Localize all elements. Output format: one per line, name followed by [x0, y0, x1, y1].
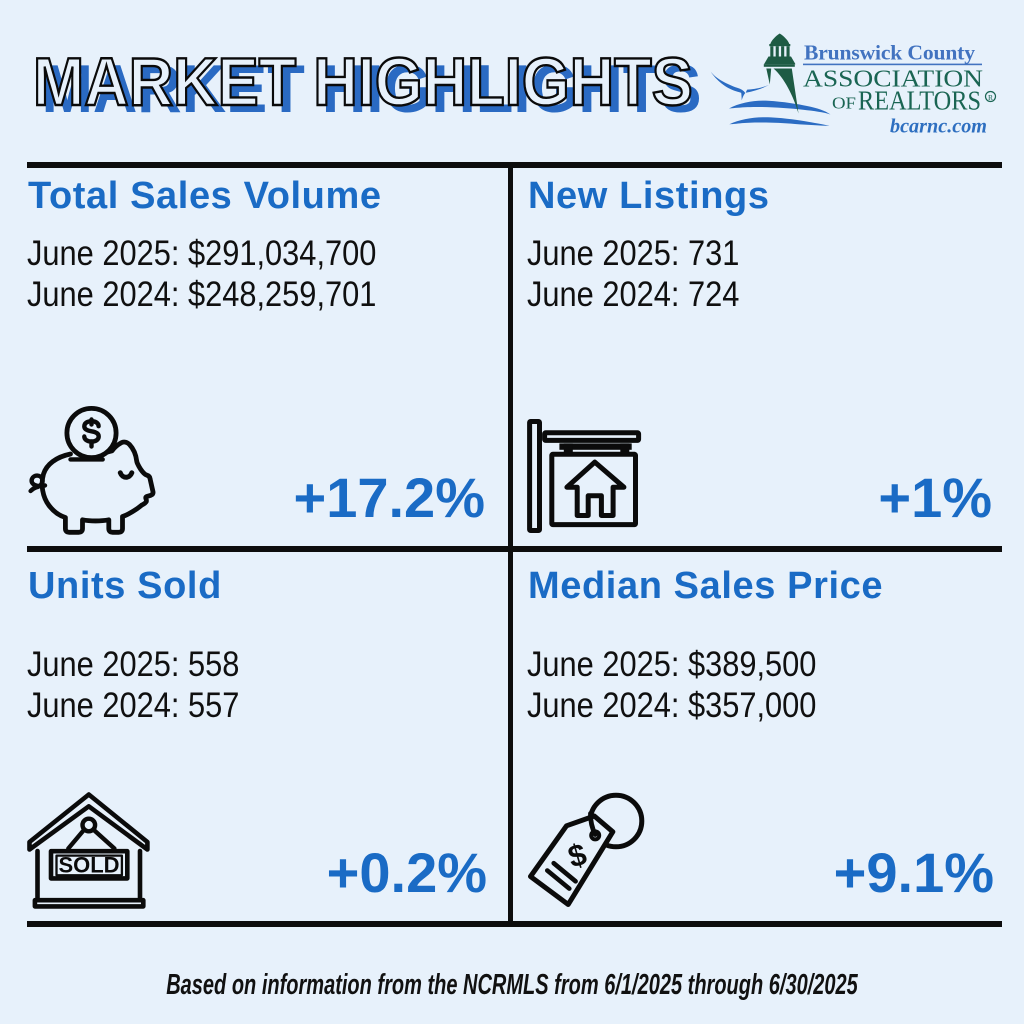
svg-text:bcarnc.com: bcarnc.com [890, 115, 987, 137]
svg-text:OF: OF [832, 94, 856, 113]
svg-text:R: R [988, 93, 993, 102]
svg-text:ASSOCIATION: ASSOCIATION [803, 67, 983, 93]
svg-text:SOLD: SOLD [59, 853, 120, 878]
svg-text:Brunswick County: Brunswick County [804, 41, 975, 65]
svg-text:REALTORS: REALTORS [858, 85, 981, 116]
